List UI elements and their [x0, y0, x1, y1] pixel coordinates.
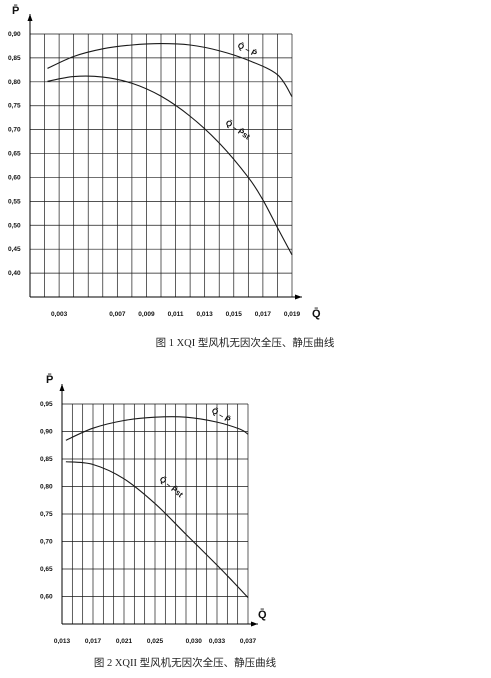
x-tick-label: 0,013 — [197, 311, 214, 318]
series-label-total-pressure: Q̄ – P̄ — [210, 406, 233, 425]
y-tick-label: 0,70 — [8, 127, 21, 134]
x-tick-label: 0,013 — [54, 638, 71, 645]
x-tick-label: 0,030 — [186, 638, 203, 645]
y-tick-label: 0,85 — [8, 55, 21, 62]
x-tick-label: 0,003 — [51, 311, 68, 318]
y-tick-label: 0,45 — [8, 246, 21, 253]
series-line-static-pressure — [65, 461, 249, 598]
series-line-total-pressure — [65, 416, 249, 441]
x-tick-label: 0,019 — [284, 311, 301, 318]
series-line-static-pressure — [47, 75, 293, 256]
x-tick-label: 0,037 — [240, 638, 257, 645]
x-tick-label: 0,015 — [226, 311, 243, 318]
y-tick-label: 0,65 — [40, 566, 53, 573]
y-tick-label: 0,70 — [40, 539, 53, 546]
y-axis-label: P̄ — [46, 374, 53, 386]
x-tick-label: 0,009 — [138, 311, 155, 318]
y-axis-label: P̄ — [12, 5, 19, 17]
caption-chart-1: 图 1 XQI 型风机无因次全压、静压曲线 — [156, 336, 335, 349]
y-tick-label: 0,50 — [8, 222, 21, 229]
x-axis-label: Q̄ — [312, 308, 321, 320]
x-tick-label: 0,021 — [116, 638, 133, 645]
x-tick-label: 0,011 — [168, 311, 184, 318]
y-tick-label: 0,75 — [8, 103, 21, 110]
y-tick-label: 0,60 — [40, 594, 53, 601]
x-axis-arrow — [251, 621, 258, 627]
y-tick-label: 0,55 — [8, 198, 21, 205]
y-axis-arrow — [59, 384, 65, 391]
y-tick-label: 0,95 — [40, 401, 53, 408]
y-axis-arrow — [27, 14, 33, 21]
x-tick-label: 0,033 — [209, 638, 226, 645]
y-tick-label: 0,65 — [8, 151, 21, 158]
x-axis-arrow — [295, 294, 302, 300]
y-tick-label: 0,60 — [8, 174, 21, 181]
x-tick-label: 0,017 — [85, 638, 102, 645]
x-tick-label: 0,017 — [255, 311, 272, 318]
series-label-total-pressure: Q̄ – P̄ — [236, 41, 259, 59]
chart-xq2: 0,60 0,65 0,70 0,75 0,80 0,85 0,90 0,95 0,013 0,0… — [40, 374, 267, 645]
x-tick-label: 0,007 — [109, 311, 126, 318]
y-tick-label: 0,75 — [40, 511, 53, 518]
y-tick-label: 0,40 — [8, 270, 21, 277]
series-label-static-pressure: Q̄ – P̄st — [158, 475, 185, 500]
y-tick-label: 0,80 — [8, 79, 21, 86]
caption-chart-2: 图 2 XQII 型风机无因次全压、静压曲线 — [94, 656, 277, 669]
x-tick-label: 0,025 — [147, 638, 164, 645]
x-axis-label: Q̄ — [258, 609, 267, 621]
y-tick-label: 0,90 — [40, 429, 53, 436]
series-line-total-pressure — [47, 43, 293, 97]
y-tick-label: 0,80 — [40, 484, 53, 491]
chart-xq1: 0,40 0,45 0,50 0,55 0,60 0,65 0,70 0,75 0,80 0,85… — [8, 5, 321, 320]
y-tick-label: 0,90 — [8, 31, 21, 38]
y-tick-label: 0,85 — [40, 456, 53, 463]
